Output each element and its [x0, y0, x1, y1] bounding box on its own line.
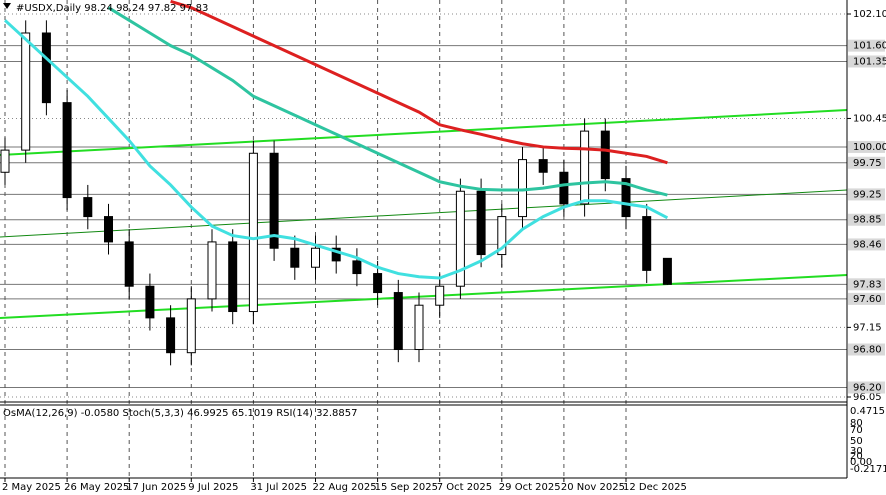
x-tick-label: 15 Sep 2025	[375, 482, 438, 493]
level-box	[848, 156, 885, 169]
level-label: 98.46	[853, 239, 882, 250]
oscillator-axis-label: -0.2171	[850, 464, 886, 475]
candle-body	[21, 32, 31, 151]
candle-body	[166, 317, 176, 354]
candle-body	[373, 273, 383, 294]
candle-body	[104, 216, 113, 243]
oscillator-axis-label: 50	[850, 436, 863, 447]
x-tick-label: 12 Dec 2025	[623, 482, 687, 493]
level-box	[848, 381, 885, 394]
level-label: 101.35	[853, 56, 886, 67]
moving-average	[107, 6, 668, 197]
candle-body	[207, 241, 217, 300]
level-box	[848, 39, 885, 52]
moving-average	[170, 0, 668, 165]
candle-body	[41, 32, 51, 104]
channel-bottom	[0, 274, 847, 319]
level-box	[848, 188, 885, 201]
y-tick-label: 96.05	[853, 392, 882, 403]
channel-mid	[0, 189, 847, 238]
oscillator-axis-label: 80	[850, 418, 863, 429]
oscillator-axis-label: 20	[850, 451, 863, 462]
candle-body	[642, 216, 652, 271]
level-label: 97.83	[853, 279, 882, 290]
candle-body	[0, 149, 10, 173]
level-box	[848, 343, 885, 356]
level-label: 99.75	[853, 158, 882, 169]
candle-body	[228, 241, 238, 313]
level-box	[848, 278, 885, 291]
x-tick-label: 9 Jul 2025	[188, 482, 238, 493]
candle-body	[145, 285, 155, 319]
x-tick-label: 17 Jun 2025	[126, 482, 186, 493]
level-box	[848, 140, 885, 153]
candle-body	[290, 247, 300, 268]
candle-body	[186, 298, 196, 354]
candle-body	[393, 292, 403, 351]
candle-body	[497, 216, 507, 256]
x-tick-label: 7 Oct 2025	[437, 482, 492, 493]
candle-body	[538, 159, 548, 173]
x-tick-label: 31 Jul 2025	[250, 482, 307, 493]
collapse-icon[interactable]	[3, 3, 11, 9]
x-tick-label: 2 May 2025	[2, 482, 61, 493]
candle-body	[124, 241, 134, 287]
oscillator-axis-label: 30	[850, 446, 863, 457]
candle-body	[331, 247, 341, 262]
level-box	[848, 213, 885, 226]
chart-title: #USDX,Daily 98.24 98.24 97.82 97.83	[16, 3, 208, 14]
candle-body	[311, 247, 320, 268]
x-tick-label: 20 Nov 2025	[561, 482, 625, 493]
candle-body	[83, 197, 93, 218]
candle-body	[435, 285, 445, 306]
candle-body	[621, 178, 631, 218]
oscillator-label: OsMA(12,26,9) -0.0580 Stoch(5,3,3) 46.99…	[3, 408, 358, 419]
candle-body	[248, 152, 258, 313]
oscillator-axis-label: 0.4715	[850, 406, 885, 417]
y-tick-label: 100.45	[853, 113, 886, 124]
candle-body	[518, 159, 527, 218]
level-label: 97.60	[853, 294, 882, 305]
x-tick-label: 26 May 2025	[64, 482, 129, 493]
candle-body	[559, 171, 569, 205]
y-tick-label: 97.15	[853, 322, 882, 333]
level-box	[848, 55, 885, 68]
level-box	[848, 292, 885, 305]
candle-body	[352, 260, 362, 275]
level-label: 96.20	[853, 383, 882, 394]
x-tick-label: 22 Aug 2025	[313, 482, 377, 493]
x-tick-label: 29 Oct 2025	[499, 482, 561, 493]
candle-body	[476, 190, 486, 256]
candle-body	[62, 102, 72, 199]
level-box	[848, 238, 885, 251]
candle-body	[269, 152, 279, 249]
level-label: 96.80	[853, 345, 882, 356]
candle-body	[455, 190, 465, 287]
candle-body	[580, 130, 590, 205]
candle-body	[662, 257, 672, 285]
moving-average	[3, 19, 669, 280]
y-tick-label: 102.10	[853, 9, 886, 20]
level-label: 98.85	[853, 215, 882, 226]
oscillator-axis-label: 0.00	[850, 457, 872, 468]
candle-body	[600, 130, 610, 180]
plot-area	[0, 0, 847, 366]
level-label: 99.25	[853, 189, 882, 200]
oscillator-axis-label: 70	[850, 425, 863, 436]
level-label: 101.60	[853, 41, 886, 52]
candle-body	[414, 304, 424, 351]
level-label: 100.00	[853, 142, 886, 153]
channel-top	[0, 109, 847, 156]
